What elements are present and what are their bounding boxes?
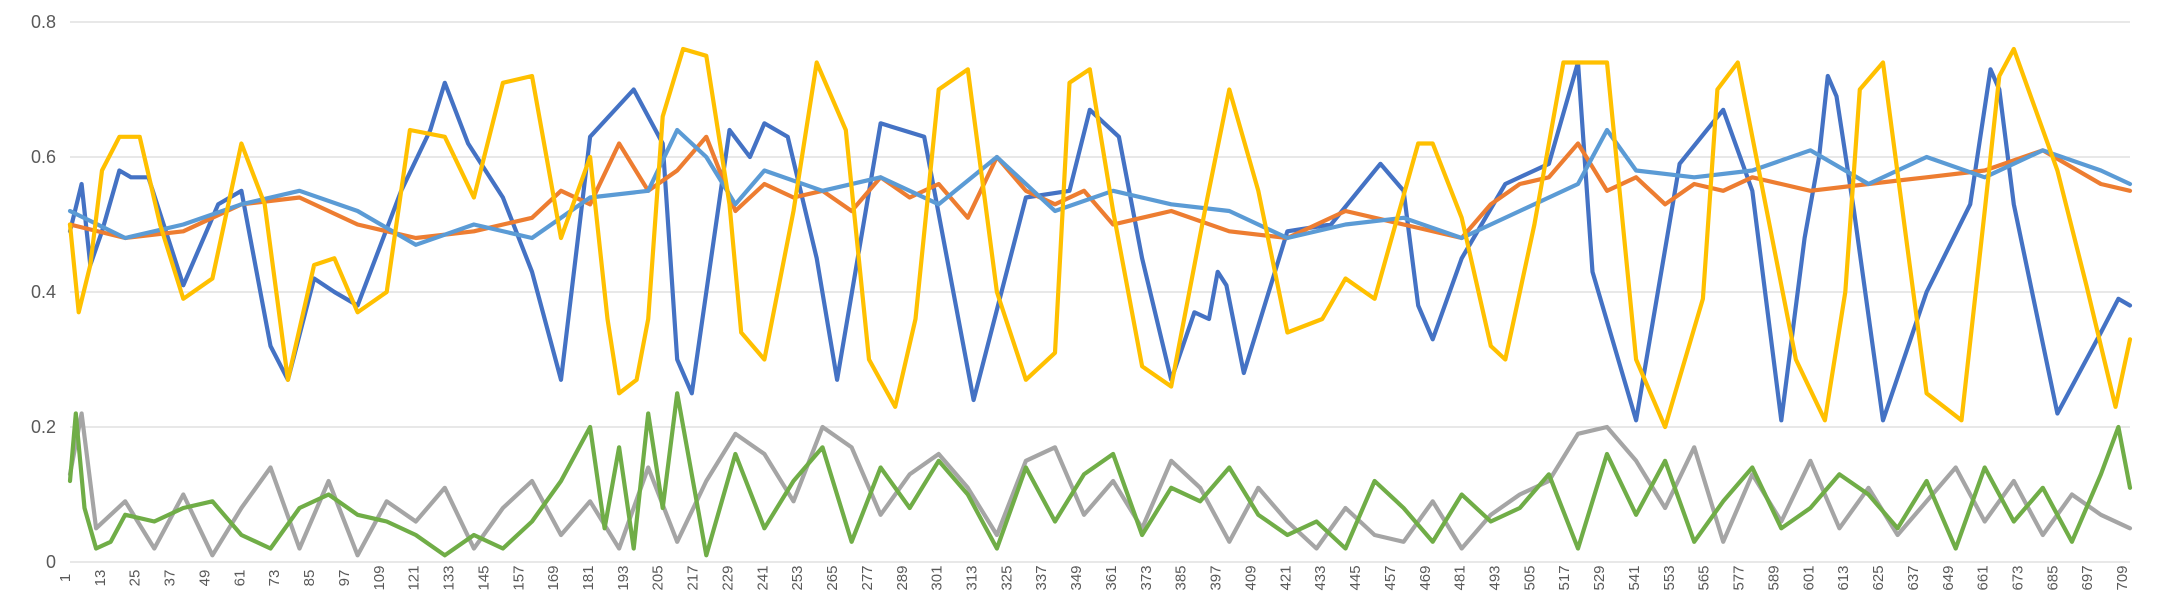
x-tick-label: 673 <box>2010 565 2027 590</box>
x-tick-label: 193 <box>615 566 632 591</box>
y-tick-label: 0.6 <box>31 147 56 167</box>
x-tick-label: 385 <box>1173 565 1190 590</box>
x-tick-label: 313 <box>964 565 981 590</box>
x-tick-label: 253 <box>789 565 806 590</box>
x-tick-label: 613 <box>1835 566 1852 591</box>
y-axis-tick-labels: 0 0.2 0.4 0.6 0.8 <box>31 12 56 572</box>
x-tick-label: 13 <box>92 570 109 587</box>
series-line-2 <box>67 134 2133 241</box>
x-tick-label: 73 <box>266 570 283 587</box>
series-line-4 <box>67 46 2133 430</box>
x-tick-label: 697 <box>2079 565 2096 590</box>
series-line-3 <box>67 127 2133 247</box>
x-tick-label: 181 <box>580 565 597 590</box>
x-tick-label: 685 <box>2044 566 2061 591</box>
x-tick-label: 361 <box>1103 566 1120 591</box>
x-tick-label: 433 <box>1312 566 1329 591</box>
x-tick-label: 229 <box>720 566 737 591</box>
y-tick-label: 0.4 <box>31 282 56 302</box>
x-tick-label: 325 <box>998 566 1015 591</box>
y-tick-label: 0.8 <box>31 12 56 32</box>
series-line-1 <box>67 60 2133 423</box>
x-tick-label: 661 <box>1975 565 1992 590</box>
x-tick-label: 709 <box>2114 565 2131 590</box>
x-tick-label: 553 <box>1661 565 1678 590</box>
x-tick-label: 277 <box>859 565 876 590</box>
x-tick-label: 133 <box>441 565 458 590</box>
x-tick-label: 349 <box>1068 565 1085 590</box>
x-tick-label: 145 <box>475 565 492 590</box>
x-tick-label: 565 <box>1696 565 1713 590</box>
x-tick-label: 601 <box>1800 565 1817 590</box>
x-tick-label: 649 <box>1940 566 1957 591</box>
x-tick-label: 61 <box>231 570 248 587</box>
x-tick-label: 49 <box>197 570 214 587</box>
x-tick-label: 37 <box>162 570 179 587</box>
y-tick-label: 0 <box>46 552 56 572</box>
x-tick-label: 481 <box>1452 565 1469 590</box>
x-tick-label: 457 <box>1382 565 1399 590</box>
x-tick-label: 25 <box>127 570 144 587</box>
x-tick-label: 625 <box>1870 565 1887 590</box>
x-tick-label: 409 <box>1242 565 1259 590</box>
x-tick-label: 289 <box>894 566 911 591</box>
x-tick-label: 205 <box>650 565 667 590</box>
x-tick-label: 157 <box>510 566 527 591</box>
x-tick-label: 397 <box>1208 566 1225 591</box>
x-tick-label: 97 <box>336 570 353 587</box>
x-tick-label: 169 <box>545 565 562 590</box>
series-lines <box>67 46 2133 558</box>
x-tick-label: 577 <box>1731 566 1748 591</box>
x-tick-label: 337 <box>1033 565 1050 590</box>
series-line-5 <box>67 411 2133 558</box>
x-tick-label: 493 <box>1487 565 1504 590</box>
x-tick-label: 265 <box>824 566 841 591</box>
y-tick-label: 0.2 <box>31 417 56 437</box>
x-tick-label: 1 <box>57 574 74 582</box>
x-tick-label: 445 <box>1347 565 1364 590</box>
x-tick-label: 517 <box>1556 565 1573 590</box>
x-tick-label: 541 <box>1626 566 1643 591</box>
x-tick-label: 241 <box>754 565 771 590</box>
x-tick-label: 301 <box>929 566 946 591</box>
x-tick-label: 421 <box>1277 565 1294 590</box>
x-tick-label: 85 <box>301 570 318 587</box>
series-line-6 <box>67 391 2133 558</box>
x-axis-tick-labels: 1 13 25 37 49 61 73 85 97 109 121 133 145 157 169 181 19… <box>57 565 2131 590</box>
x-tick-label: 469 <box>1417 566 1434 591</box>
x-tick-label: 589 <box>1765 565 1782 590</box>
x-tick-label: 217 <box>685 565 702 590</box>
x-tick-label: 121 <box>406 566 423 591</box>
x-tick-label: 373 <box>1138 565 1155 590</box>
x-tick-label: 637 <box>1905 565 1922 590</box>
x-tick-label: 109 <box>371 565 388 590</box>
x-tick-label: 505 <box>1521 566 1538 591</box>
x-tick-label: 529 <box>1591 565 1608 590</box>
